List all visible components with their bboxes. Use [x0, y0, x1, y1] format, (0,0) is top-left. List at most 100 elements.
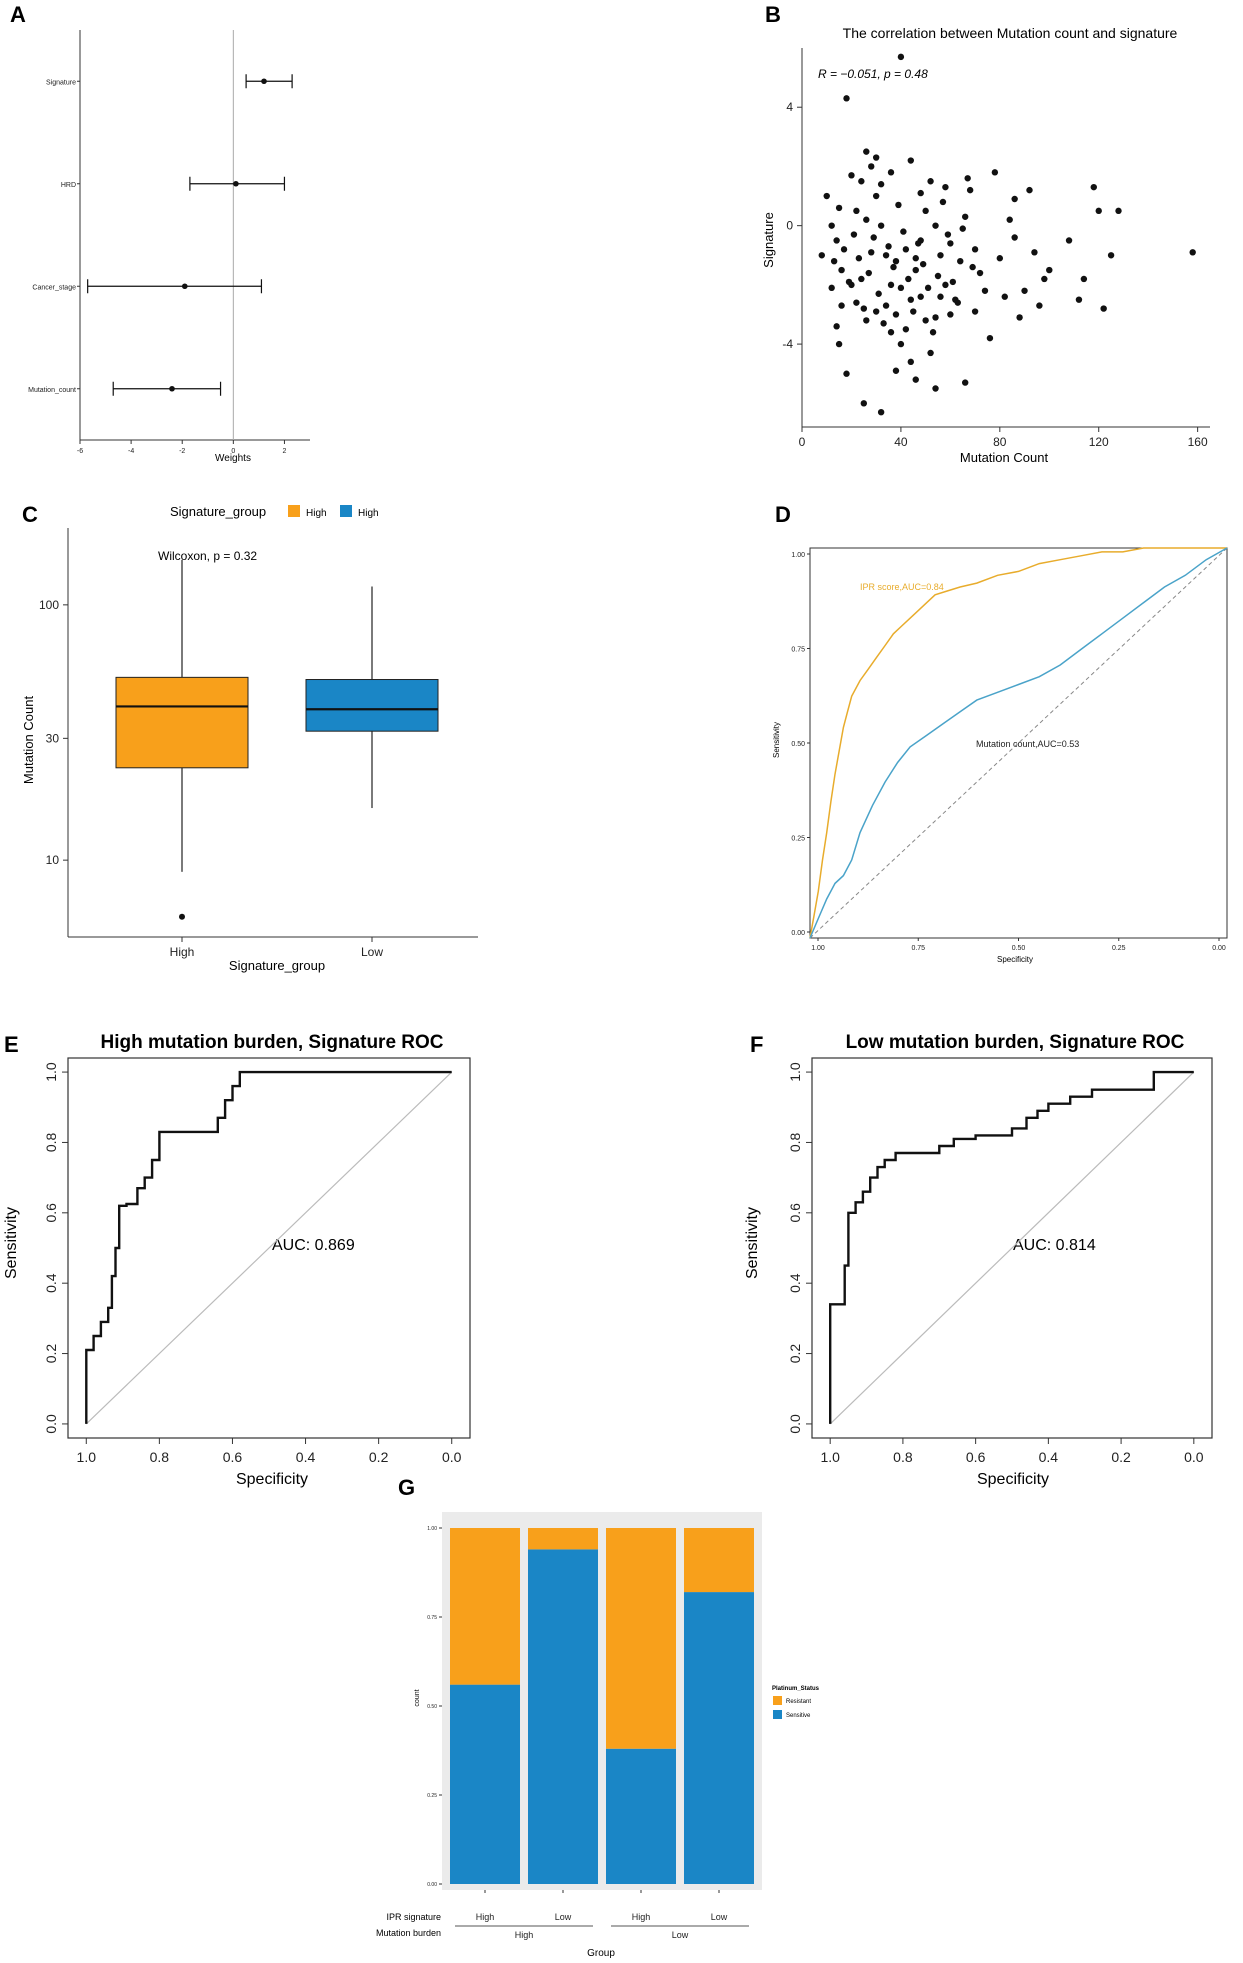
panel-g-xlabel: Group	[587, 1948, 615, 1959]
panel-f-frame	[811, 1057, 1213, 1439]
panel-b-point	[907, 296, 914, 303]
panel-f-x-tick-label: 0.2	[1111, 1449, 1131, 1465]
panel-b-point	[828, 222, 835, 229]
panel-g-bar-resistant	[606, 1528, 676, 1749]
panel-b-point	[919, 260, 927, 268]
panel-b-point	[887, 329, 895, 336]
panel-b-point	[966, 186, 974, 194]
panel-b-point	[885, 243, 892, 250]
panel-d-y-tick-label: 1.00	[791, 552, 805, 559]
panel-b-point	[887, 281, 895, 289]
panel-label-d: D	[775, 502, 791, 527]
panel-e-y-tick-label: 1.0	[43, 1062, 59, 1082]
panel-b-point	[1090, 183, 1097, 191]
panel-f-y-tick-label: 0.2	[787, 1344, 803, 1364]
panel-b-point	[939, 198, 947, 206]
panel-b-point	[853, 299, 860, 306]
panel-g-legend-key-resistant	[773, 1696, 782, 1705]
panel-b-point	[1095, 207, 1102, 215]
panel-b-point	[1100, 305, 1107, 312]
panel-f-y-tick-label: 1.0	[787, 1062, 803, 1082]
panel-b-point	[1036, 302, 1043, 309]
panel-b-point	[1189, 249, 1196, 256]
panel-b-title: The correlation between Mutation count a…	[843, 25, 1178, 41]
panel-b-point	[877, 222, 885, 229]
panel-d-x-tick-label: 0.00	[1212, 945, 1226, 952]
panel-b-point	[932, 385, 939, 392]
panel-g-legend-key-sensitive	[773, 1710, 782, 1719]
panel-g-group-label-high: High	[515, 1930, 534, 1940]
panel-label-g: G	[398, 1475, 415, 1500]
panel-a-row-label: Cancer_stage	[32, 284, 76, 291]
panel-b-point	[853, 207, 860, 215]
panel-b-point	[855, 255, 863, 262]
panel-c-y-tick-label: 30	[46, 731, 60, 745]
panel-b-point	[1001, 293, 1008, 300]
panel-a-row-label: Signature	[46, 79, 76, 86]
panel-b-point	[897, 53, 905, 61]
panel-b-point	[937, 252, 944, 259]
panel-label-c: C	[22, 502, 38, 527]
panel-d-y-tick-label: 0.00	[791, 930, 805, 937]
panel-b-point	[937, 293, 944, 300]
panel-g-ylabel: count	[414, 1689, 421, 1706]
panel-d-xlabel: Specificity	[997, 955, 1033, 964]
panel-b-point	[957, 257, 964, 265]
panel-b-point	[947, 240, 954, 247]
panel-b-point	[838, 266, 845, 274]
panel-b-y-tick-label: 4	[786, 100, 793, 114]
panel-g-legend-sensitive: Sensitive	[786, 1713, 811, 1719]
panel-c-legend-label-1: High	[306, 508, 327, 519]
panel-c-legend-key-orange	[288, 505, 300, 517]
panel-e-x-tick-label: 0.4	[296, 1449, 316, 1465]
panel-d-y-tick-label: 0.25	[791, 836, 805, 843]
panel-f-y-tick-label: 0.0	[787, 1414, 803, 1434]
panel-b-point	[932, 222, 939, 229]
panel-b-point	[865, 269, 872, 277]
panel-c-annotation: Wilcoxon, p = 0.32	[158, 549, 257, 563]
panel-b-point	[971, 246, 979, 253]
panel-c-legend-label-2: High	[358, 508, 379, 519]
panel-b-point	[838, 302, 845, 309]
panel-b-point	[872, 308, 880, 315]
panel-f-x-tick-label: 0.4	[1039, 1449, 1059, 1465]
panel-a-row-label: HRD	[61, 182, 76, 189]
panel-g-y-tick-label: 1.00	[427, 1526, 437, 1532]
panel-b-point	[991, 169, 999, 176]
panel-c-ylabel: Mutation Count	[21, 696, 36, 785]
panel-b-point	[868, 249, 875, 256]
panel-b-point	[848, 172, 855, 179]
panel-f-y-tick-label: 0.4	[787, 1273, 803, 1293]
panel-b-x-tick-label: 40	[894, 435, 908, 449]
panel-b-point	[823, 192, 830, 200]
panel-b-point	[835, 340, 843, 348]
panel-b-point	[912, 376, 919, 383]
panel-e-x-tick-label: 0.6	[223, 1449, 243, 1465]
panel-b-point	[843, 370, 850, 377]
panel-b-point	[850, 231, 858, 238]
panel-b-point	[868, 163, 875, 170]
panel-f-x-tick-label: 0.0	[1184, 1449, 1204, 1465]
panel-e-title: High mutation burden, Signature ROC	[100, 1032, 443, 1053]
panel-a-row-label: Mutation_count	[28, 387, 76, 394]
panel-b-point	[922, 317, 929, 324]
panel-c-xlabel: Signature_group	[229, 958, 325, 973]
panel-a-forest-plot: Weights -6 -4 -2 0 2 Signature HRD Cancer_stage…	[28, 30, 310, 464]
panel-c-box	[115, 676, 249, 769]
panel-g-y-tick-label: 0.75	[427, 1615, 437, 1621]
panel-b-xlabel: Mutation Count	[960, 450, 1049, 465]
panel-b-point	[892, 367, 900, 374]
panel-b-point	[902, 246, 910, 253]
panel-f-roc: Low mutation burden, Signature ROC AUC: …	[744, 1032, 1213, 1488]
panel-b-point	[840, 246, 848, 253]
panel-b-point	[962, 379, 969, 386]
panel-f-ylabel: Sensitivity	[744, 1207, 761, 1279]
panel-b-point	[922, 207, 929, 215]
panel-a-estimate-point	[169, 385, 175, 392]
panel-a-x-tick-label: 2	[282, 448, 286, 455]
panel-b-point	[860, 305, 868, 312]
panel-b-point	[897, 340, 905, 348]
panel-b-x-tick-label: 80	[993, 435, 1007, 449]
panel-b-point	[870, 234, 877, 241]
